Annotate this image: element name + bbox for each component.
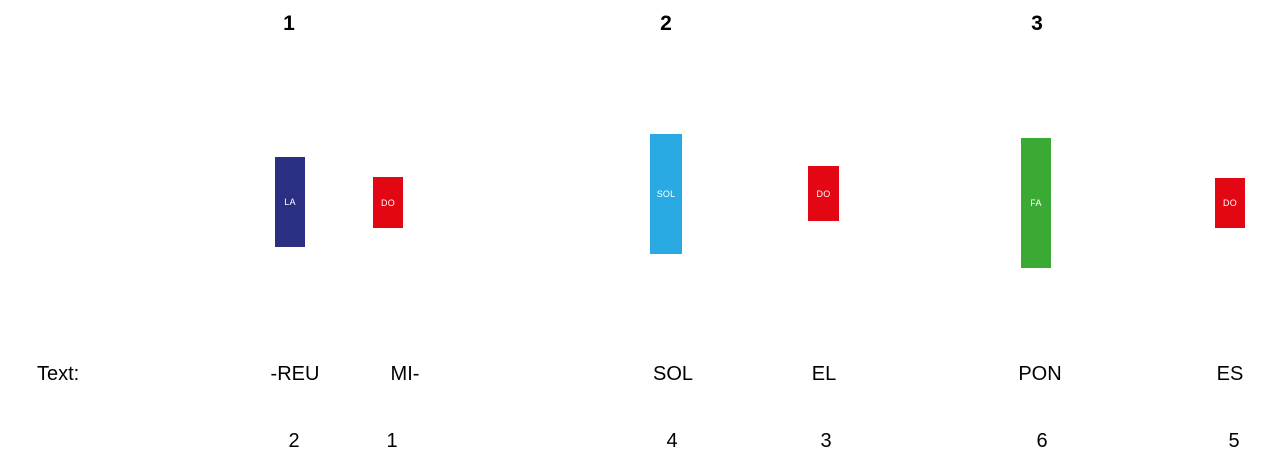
order-number-mi: 1 xyxy=(386,430,398,452)
note-block-la: LA xyxy=(275,157,305,247)
order-number-sol: 4 xyxy=(666,430,678,452)
syllable-pon: PON xyxy=(1018,363,1062,385)
order-number-el: 3 xyxy=(820,430,832,452)
text-row-label: Text: xyxy=(37,363,80,385)
order-number-reu: 2 xyxy=(288,430,300,452)
syllable-reu: -REU xyxy=(270,363,320,385)
syllable-sol: SOL xyxy=(652,363,694,385)
group-number-1: 1 xyxy=(283,12,295,35)
group-number-3: 3 xyxy=(1031,12,1043,35)
order-number-es: 5 xyxy=(1228,430,1240,452)
note-block-fa: FA xyxy=(1021,138,1051,268)
note-block-sol: SOL xyxy=(650,134,682,254)
order-number-pon: 6 xyxy=(1036,430,1048,452)
note-block-do-1: DO xyxy=(373,177,403,228)
syllable-mi: MI- xyxy=(390,363,420,385)
note-block-do-2: DO xyxy=(808,166,839,221)
syllable-es: ES xyxy=(1216,363,1244,385)
note-block-do-3: DO xyxy=(1215,178,1245,228)
syllable-el: EL xyxy=(811,363,837,385)
group-number-2: 2 xyxy=(660,12,672,35)
